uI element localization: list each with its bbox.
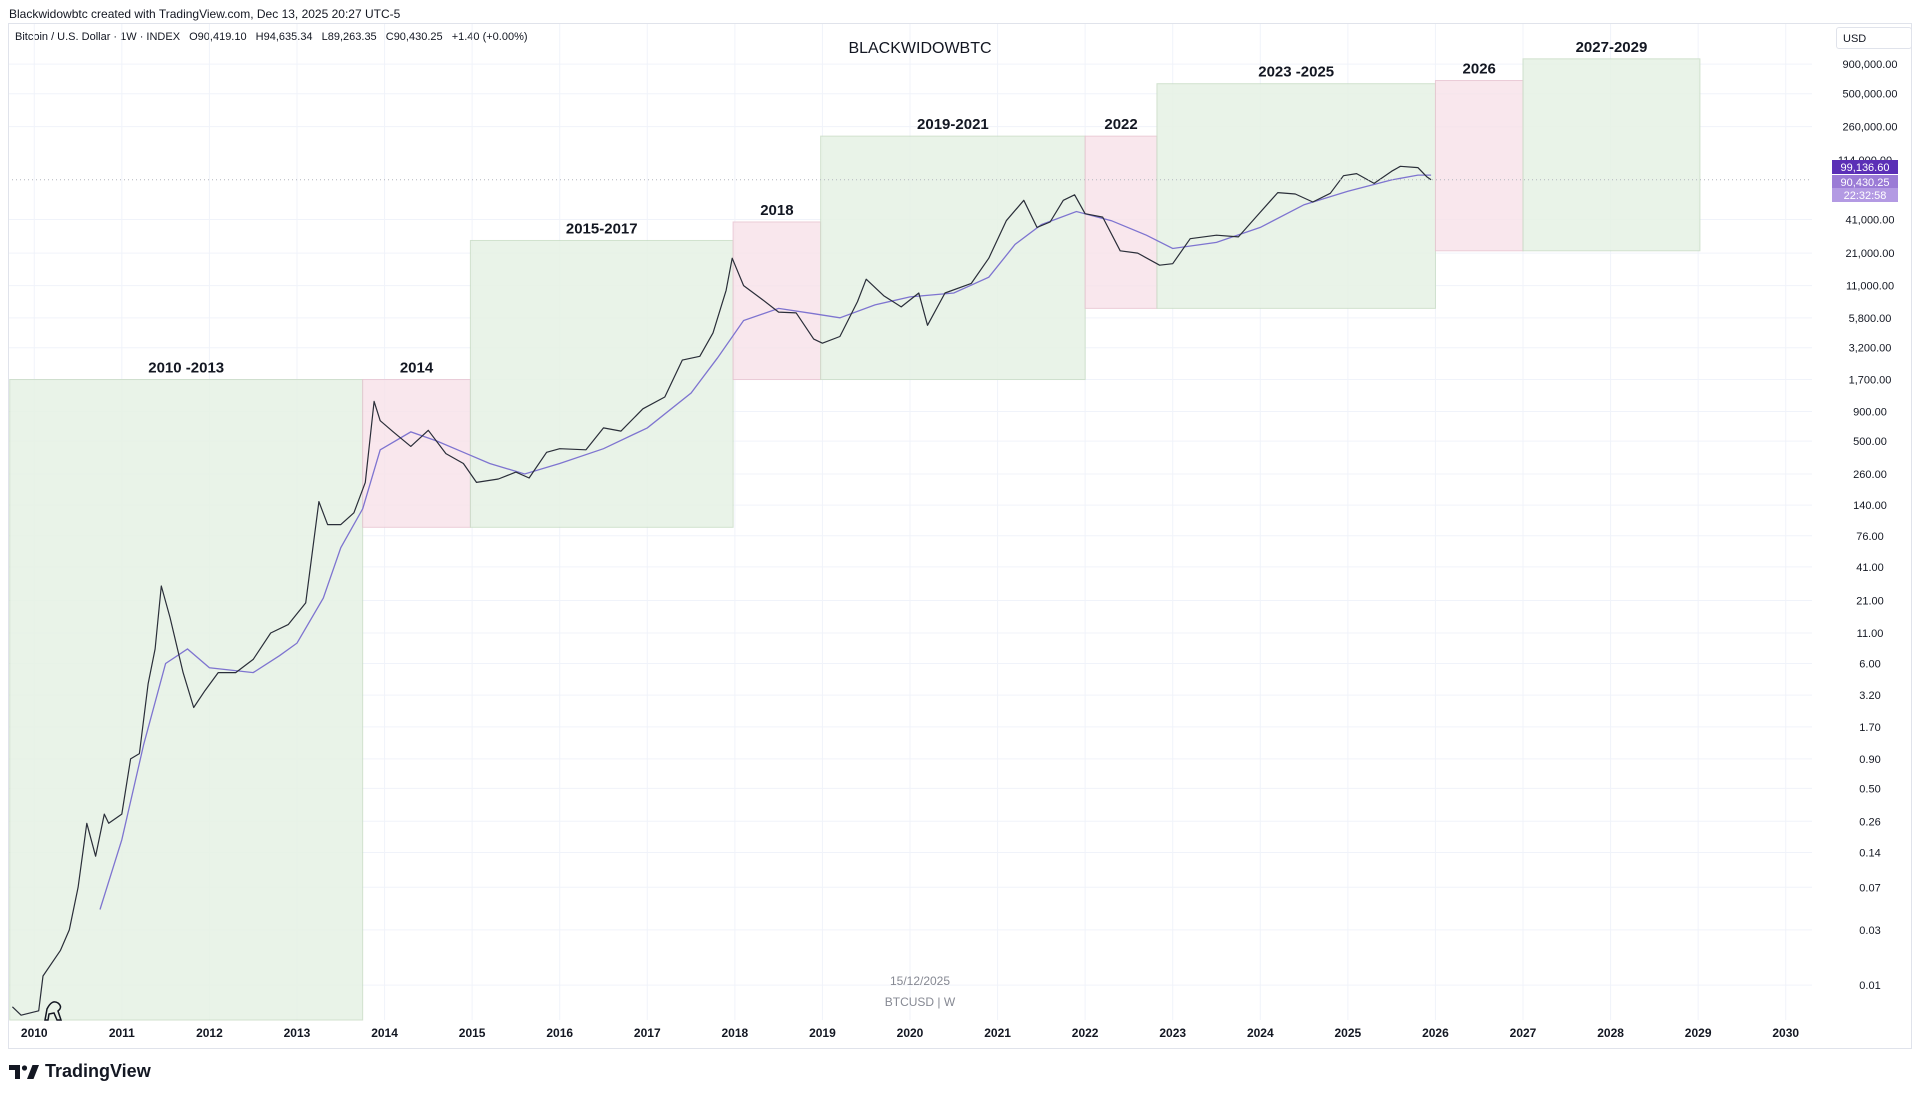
y-axis-tick-label: 0.03 (1859, 925, 1880, 937)
x-axis-tick-label: 2019 (809, 1026, 836, 1040)
x-axis-tick-label: 2027 (1510, 1026, 1537, 1040)
x-axis-tick-label: 2029 (1685, 1026, 1712, 1040)
cycle-zone-label: 2023 -2025 (1258, 64, 1334, 81)
cycle-zone-label: 2014 (400, 360, 434, 377)
x-axis-tick-label: 2021 (984, 1026, 1011, 1040)
x-axis-tick-label: 2010 (21, 1026, 48, 1040)
symbol-name[interactable]: Bitcoin / U.S. Dollar · 1W · INDEX (15, 31, 181, 43)
cycle-zone[interactable] (362, 379, 471, 528)
dinosaur-icon[interactable] (44, 1001, 63, 1021)
x-axis-tick-label: 2013 (284, 1026, 311, 1040)
y-axis-tick-label: 0.26 (1859, 816, 1880, 828)
moving-average-line (99, 174, 1432, 910)
cycle-zone[interactable] (1084, 135, 1158, 309)
x-axis-tick-label: 2017 (634, 1026, 661, 1040)
y-axis-tick-label: 0.01 (1859, 980, 1880, 992)
y-axis-tick-label: 260.00 (1853, 469, 1887, 481)
x-axis-tick-label: 2026 (1422, 1026, 1449, 1040)
y-axis-tick-label: 11.00 (1857, 628, 1884, 640)
x-axis-tick-label: 2028 (1597, 1026, 1624, 1040)
x-axis-tick-label: 2016 (546, 1026, 573, 1040)
y-axis-tick-label: 41.00 (1856, 562, 1884, 574)
ohlc-open: O90,419.10 (189, 31, 247, 43)
x-axis-tick-label: 2020 (897, 1026, 924, 1040)
y-axis-tick-label: 41,000.00 (1846, 214, 1895, 226)
y-axis-tick-label: 500.00 (1853, 436, 1887, 448)
tradingview-logo[interactable]: TradingView (9, 1061, 151, 1082)
y-axis-tick-label: 900,000.00 (1842, 59, 1897, 71)
x-axis-tick-label: 2023 (1159, 1026, 1186, 1040)
cycle-zone-label: 2018 (760, 202, 793, 219)
attribution-text: Blackwidowbtc created with TradingView.c… (9, 7, 401, 21)
cycle-zone[interactable] (820, 135, 1086, 381)
y-axis-tick-label: 21.00 (1856, 595, 1884, 607)
y-axis-tick-label: 3.20 (1859, 690, 1880, 702)
countdown-badge[interactable] (1832, 188, 1898, 202)
x-axis-tick-label: 2018 (722, 1026, 749, 1040)
tradingview-brand: TradingView (45, 1061, 151, 1081)
x-axis-tick-label: 2030 (1772, 1026, 1799, 1040)
cycle-zone-label: 2015-2017 (566, 220, 638, 237)
cycle-zone[interactable] (1434, 80, 1524, 252)
x-axis-tick-label: 2025 (1335, 1026, 1362, 1040)
x-axis-tick-label: 2011 (109, 1026, 135, 1040)
last-price-badge[interactable] (1832, 175, 1898, 189)
y-axis-tick-label: 1.70 (1859, 722, 1880, 734)
y-axis-tick-label: 0.90 (1859, 754, 1880, 766)
x-axis-tick-label: 2012 (196, 1026, 223, 1040)
ohlc-change: +1.40 (+0.00%) (451, 31, 528, 43)
cycle-zone[interactable] (9, 379, 364, 1021)
symbol-info: Bitcoin / U.S. Dollar · 1W · INDEX O90,4… (15, 31, 534, 43)
y-axis-tick-label: 500,000.00 (1842, 89, 1897, 101)
cycle-zone-label: 2026 (1463, 61, 1496, 78)
y-axis-tick-label: 5,800.00 (1849, 313, 1892, 325)
tradingview-logo-icon (9, 1064, 39, 1079)
y-axis-tick-label: 0.14 (1859, 847, 1880, 859)
x-axis-tick-label: 2014 (371, 1026, 398, 1040)
ma-value-badge[interactable] (1832, 160, 1898, 174)
last-price-badge-text: 90,430.25 (1841, 177, 1890, 189)
bottom-symbol-text: BTCUSD | W (885, 995, 956, 1009)
y-axis-tick-label: 6.00 (1859, 658, 1880, 670)
bottom-date-text: 15/12/2025 (890, 974, 950, 988)
y-axis-tick-label: 900.00 (1853, 407, 1887, 419)
ma-value-badge-text: 99,136.60 (1841, 162, 1890, 174)
cycle-zone[interactable] (1522, 58, 1701, 252)
ohlc-low: L89,263.35 (321, 31, 377, 43)
y-axis-tick-label: 11,000.00 (1846, 281, 1894, 293)
y-axis-tick-label: 76.00 (1856, 531, 1884, 543)
chart-title: BLACKWIDOWBTC (848, 40, 991, 57)
x-axis-tick-label: 2022 (1072, 1026, 1099, 1040)
ohlc-high: H94,635.34 (255, 31, 313, 43)
cycle-zone-label: 2022 (1104, 116, 1137, 133)
cycle-zone[interactable] (732, 221, 822, 381)
countdown-badge-text: 22:32:58 (1844, 190, 1887, 202)
y-axis-tick-label: 0.07 (1859, 882, 1880, 894)
cycle-zone-label: 2019-2021 (917, 116, 989, 133)
y-axis-tick-label: 140.00 (1853, 500, 1887, 512)
y-axis-tick-label: 260,000.00 (1842, 122, 1897, 134)
ohlc-close: C90,430.25 (385, 31, 443, 43)
y-axis-tick-label: 21,000.00 (1846, 248, 1895, 260)
cycle-zone-label: 2027-2029 (1576, 39, 1648, 56)
cycle-zone[interactable] (1156, 83, 1436, 309)
cycle-zone[interactable] (469, 239, 734, 528)
cycle-zone-label: 2010 -2013 (148, 360, 224, 377)
price-series-line (11, 165, 1432, 1016)
y-axis-tick-label: 1,700.00 (1849, 375, 1892, 387)
x-axis-tick-label: 2024 (1247, 1026, 1274, 1040)
x-axis-tick-label: 2015 (459, 1026, 486, 1040)
y-axis-tick-label: 3,200.00 (1849, 343, 1892, 355)
y-axis-tick-label: 0.50 (1859, 783, 1880, 795)
